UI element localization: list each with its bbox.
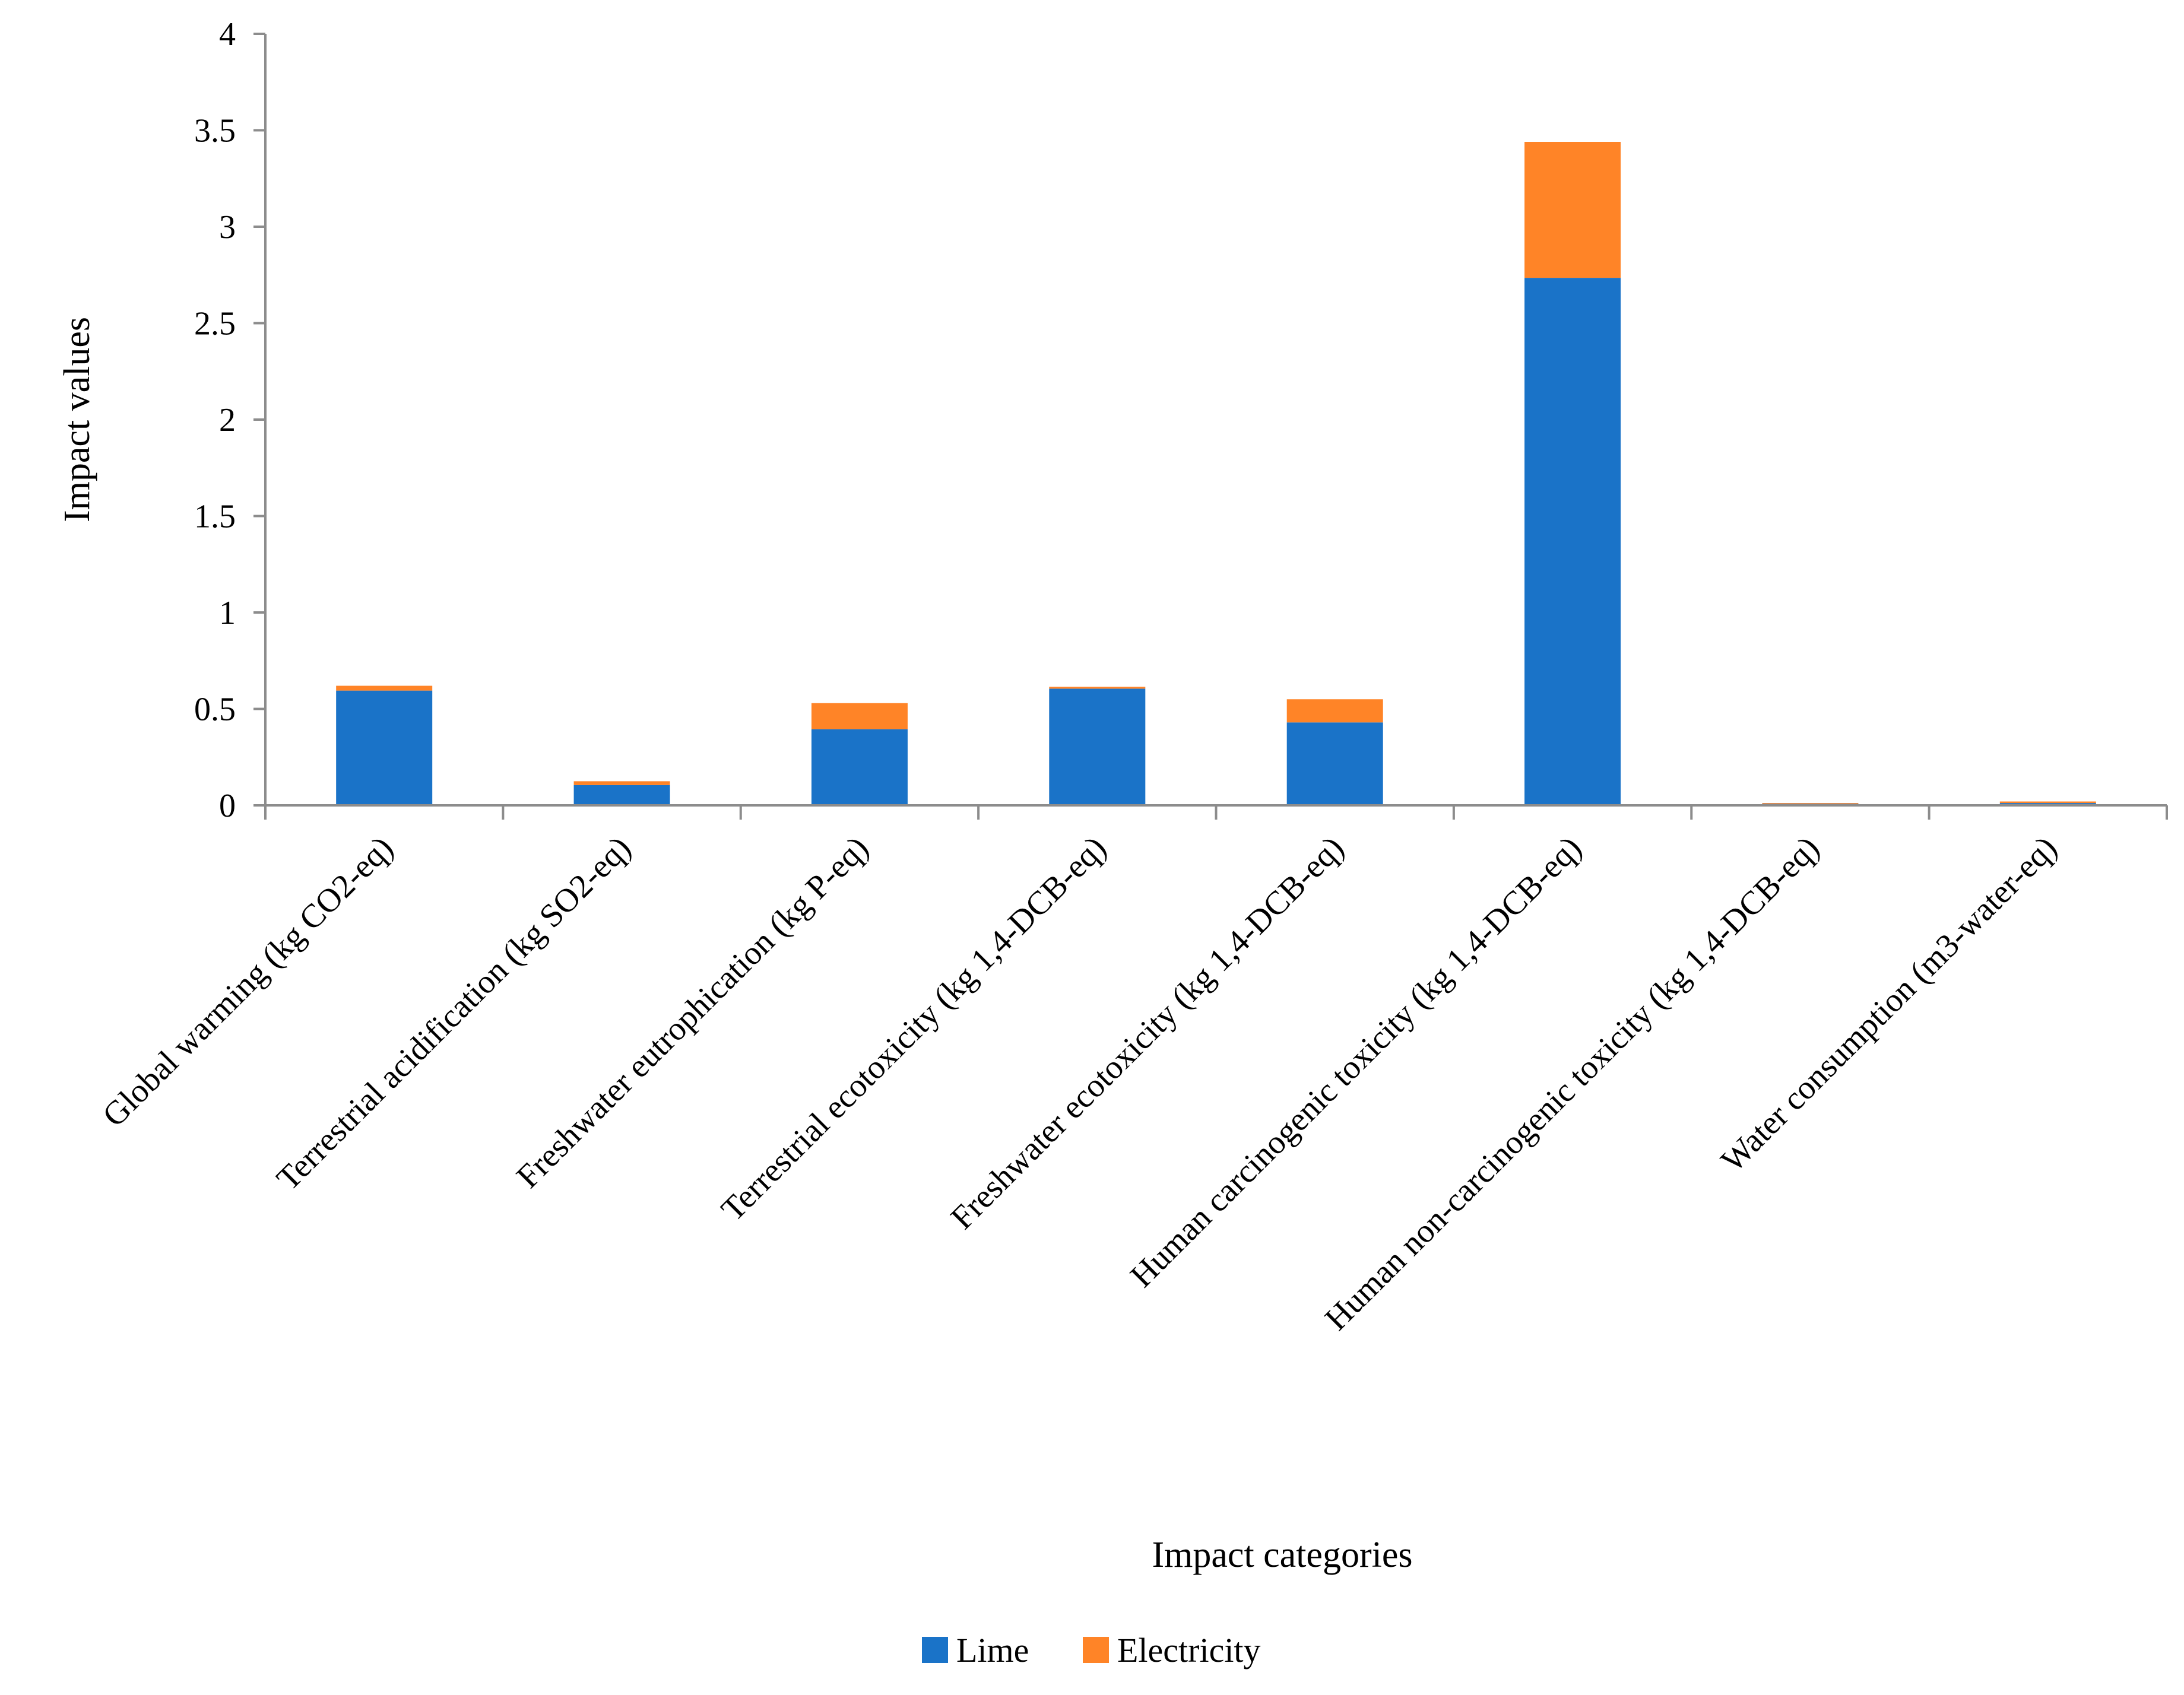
legend: Lime Electricity — [922, 1631, 1261, 1669]
x-category-label: Human non-carcinogenic toxicity (kg 1,4-… — [1318, 829, 1826, 1337]
bar-lime-4 — [1286, 722, 1383, 805]
x-axis-ticks — [264, 805, 2168, 820]
bar-electricity-1 — [573, 781, 670, 785]
y-axis-ticks: 0 0.5 1 1.5 2 2.5 3 3.5 4 — [194, 16, 265, 824]
x-category-label: Human carcinogenic toxicity (kg 1,4-DCB-… — [1123, 829, 1589, 1294]
bar-electricity-3 — [1049, 687, 1146, 689]
legend-swatch-electricity — [1083, 1637, 1109, 1663]
y-tick-label: 0.5 — [194, 691, 236, 728]
y-tick-label: 1.5 — [194, 499, 236, 535]
bar-electricity-7 — [1999, 801, 2096, 804]
y-tick-label: 1 — [219, 595, 236, 631]
bar-lime-0 — [336, 690, 433, 805]
y-tick-label: 4 — [219, 16, 236, 53]
x-category-label: Freshwater ecotoxicity (kg 1,4-DCB-eq) — [944, 829, 1351, 1236]
bar-electricity-5 — [1524, 142, 1621, 278]
x-axis-title: Impact categories — [1152, 1535, 1413, 1575]
bars-group — [336, 142, 2096, 805]
y-tick-label: 2.5 — [194, 306, 236, 342]
bar-electricity-4 — [1286, 699, 1383, 723]
bar-electricity-6 — [1762, 803, 1859, 804]
bar-lime-5 — [1524, 278, 1621, 805]
x-category-label: Terrestrial ecotoxicity (kg 1,4-DCB-eq) — [714, 829, 1113, 1228]
legend-swatch-lime — [922, 1637, 948, 1663]
x-axis-category-labels: Global warming (kg CO2-eq)Terrestrial ac… — [96, 829, 2064, 1337]
y-tick-label: 3 — [219, 209, 236, 246]
y-axis-title: Impact values — [57, 317, 97, 522]
bar-lime-2 — [811, 729, 908, 805]
bar-lime-3 — [1049, 688, 1146, 805]
legend-label-lime: Lime — [956, 1631, 1029, 1669]
legend-label-electricity: Electricity — [1117, 1631, 1261, 1669]
y-tick-label: 3.5 — [194, 113, 236, 150]
y-tick-label: 0 — [219, 788, 236, 824]
bar-lime-1 — [573, 785, 670, 805]
bar-electricity-0 — [336, 685, 433, 691]
bar-electricity-2 — [811, 703, 908, 729]
y-tick-label: 2 — [219, 402, 236, 439]
